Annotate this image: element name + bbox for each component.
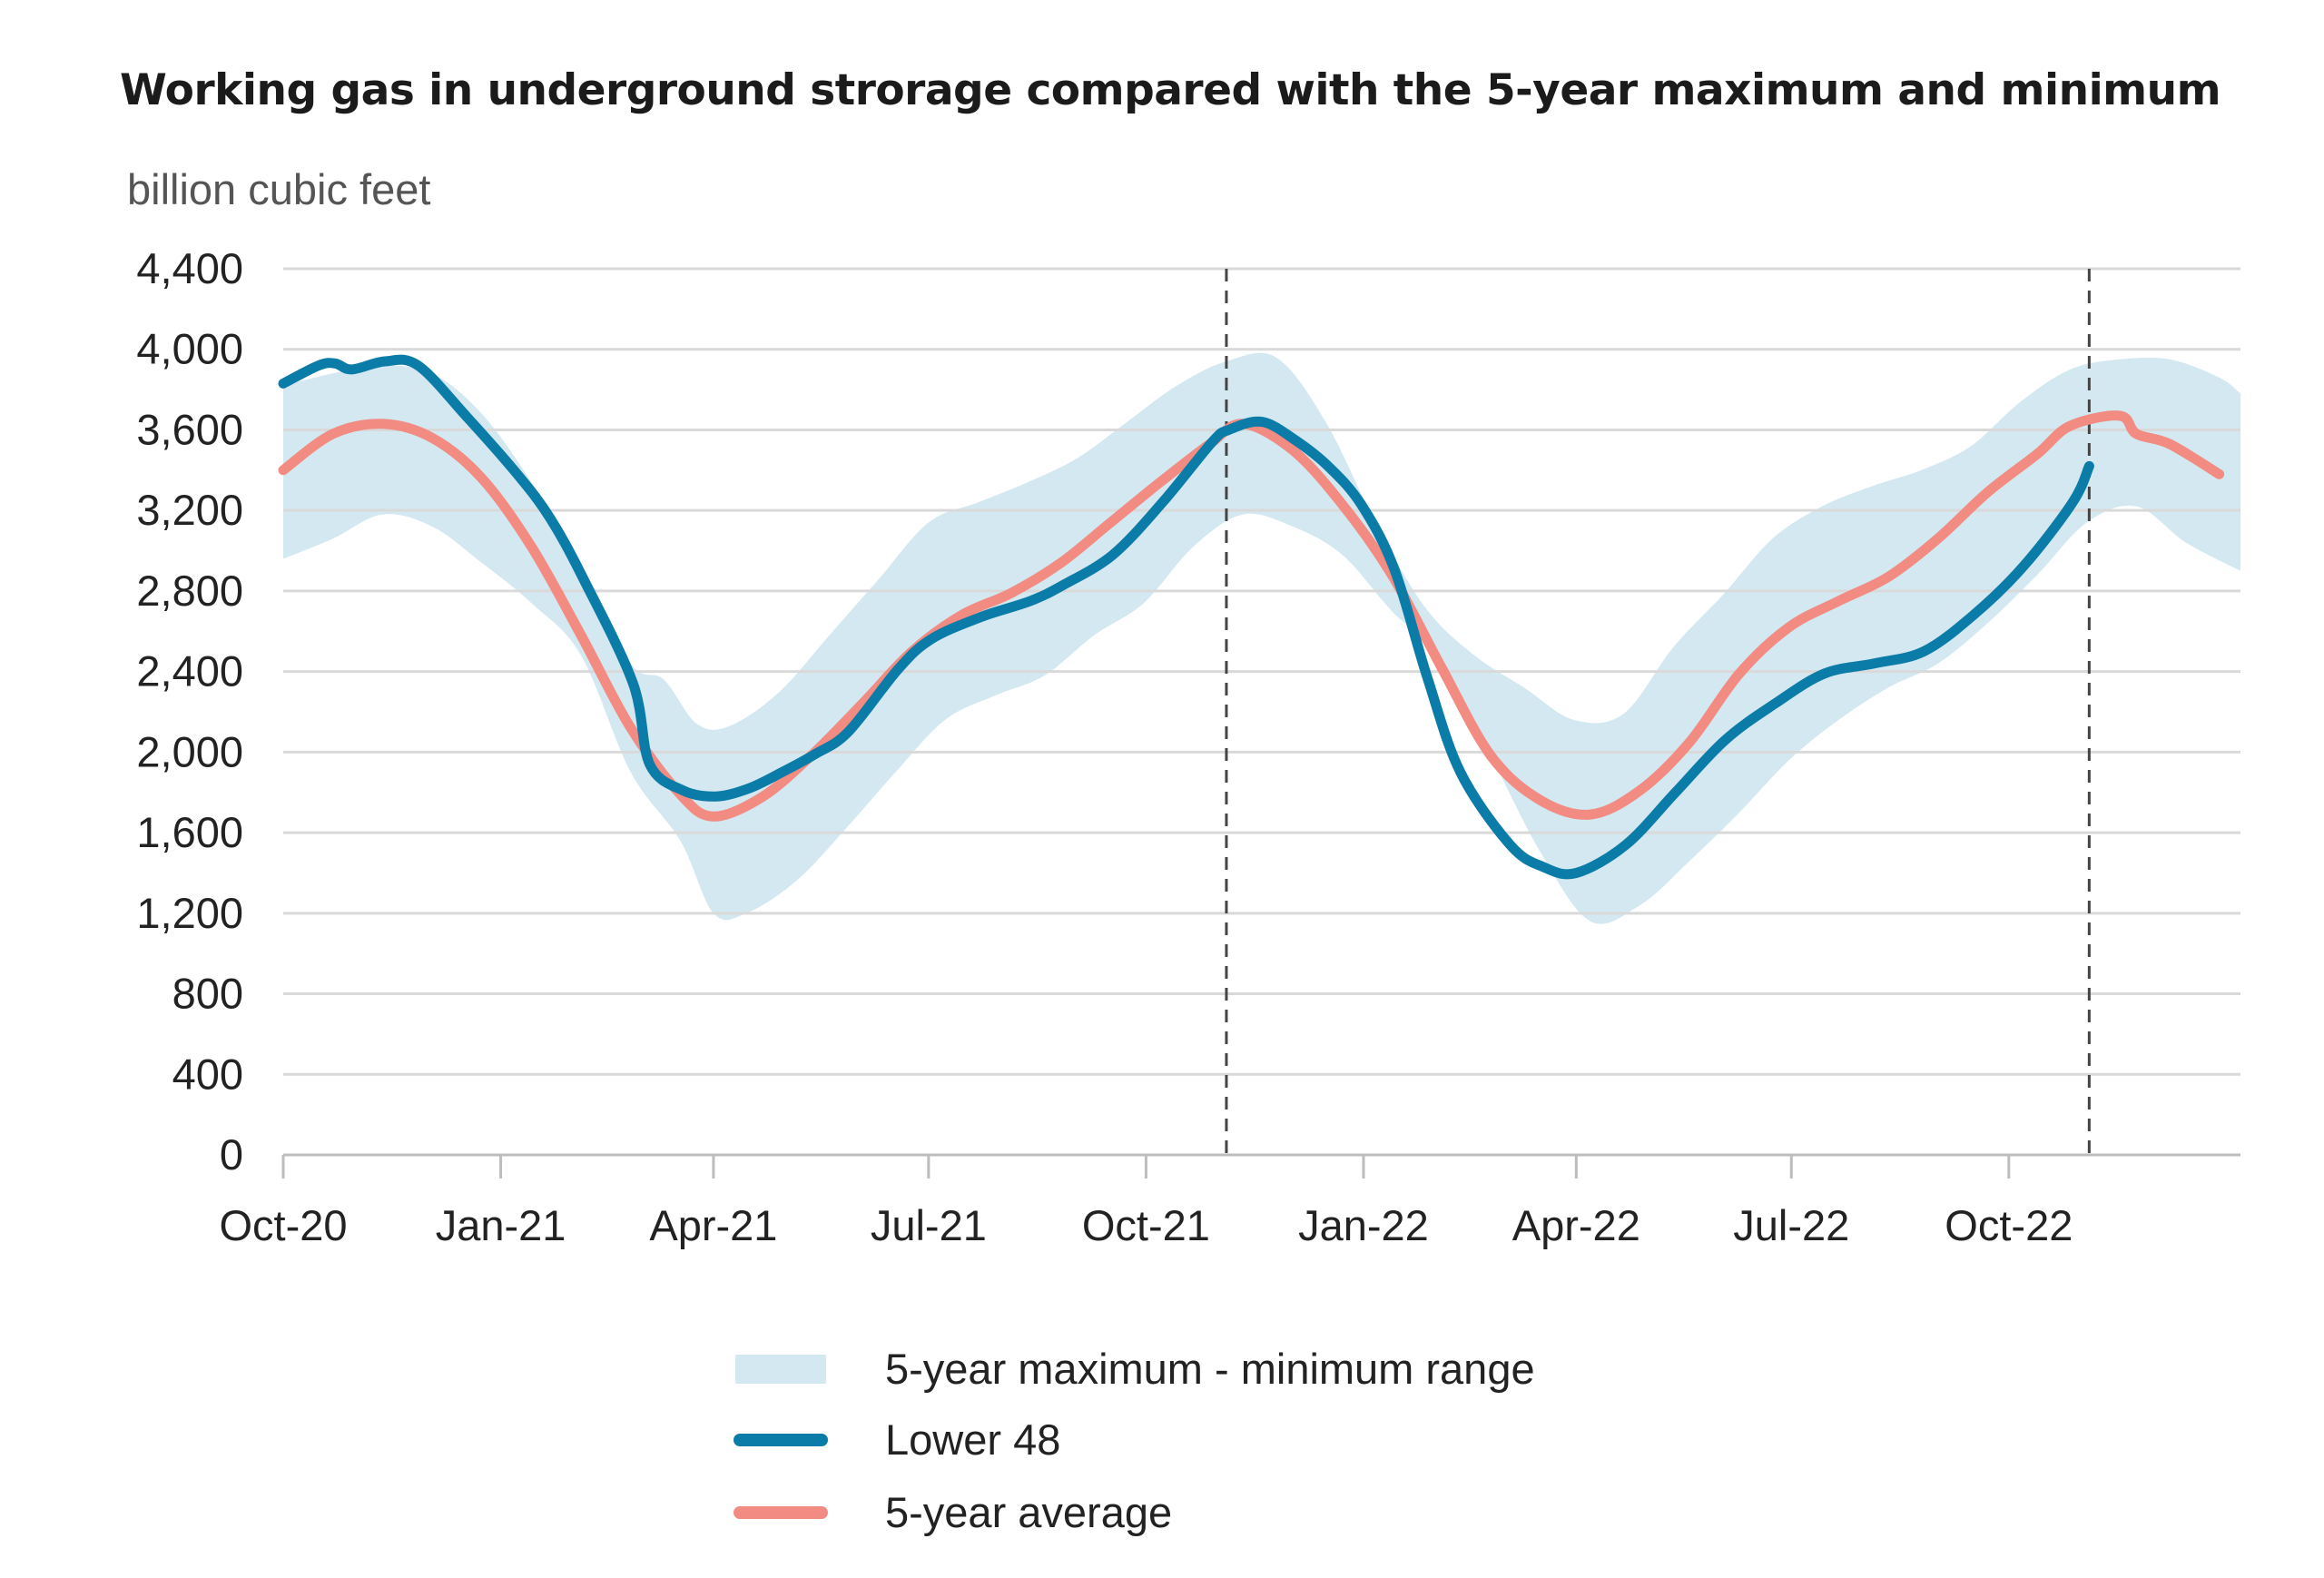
y-tick-label: 2,400 bbox=[136, 647, 243, 695]
y-tick-label: 1,600 bbox=[136, 808, 243, 856]
y-tick-label: 3,600 bbox=[136, 405, 243, 453]
y-tick-label: 800 bbox=[172, 970, 243, 1018]
legend-label-5-year-average: 5-year average bbox=[885, 1488, 1172, 1536]
y-tick-label: 4,000 bbox=[136, 325, 243, 373]
x-tick-label: Jan-21 bbox=[436, 1201, 566, 1249]
series-line-5-year-average bbox=[278, 410, 2225, 822]
x-axis bbox=[281, 1153, 2240, 1179]
y-tick-label: 3,200 bbox=[136, 486, 243, 534]
legend: 5-year maximum - minimum range Lower 48 5-… bbox=[734, 1345, 1535, 1536]
chart-title: Working gas in underground strorage comp… bbox=[120, 65, 2221, 115]
x-tick-label: Oct-21 bbox=[1082, 1201, 1210, 1249]
series-line-lower-48 bbox=[278, 354, 2094, 880]
x-tick-label: Apr-21 bbox=[649, 1201, 777, 1249]
y-tick-labels: 0 400 800 1,200 1,600 2,000 2,400 2,800 3,200 3,6… bbox=[136, 244, 243, 1179]
y-tick-label: 1,200 bbox=[136, 889, 243, 937]
legend-label-lower-48: Lower 48 bbox=[885, 1415, 1060, 1464]
gridlines bbox=[283, 267, 2240, 1076]
x-tick-label: Oct-20 bbox=[219, 1201, 347, 1249]
y-tick-label: 2,000 bbox=[136, 727, 243, 775]
y-tick-label: 2,800 bbox=[136, 567, 243, 615]
legend-swatch-range bbox=[735, 1355, 826, 1384]
vertical-markers bbox=[1225, 269, 2091, 1155]
x-tick-label: Apr-22 bbox=[1512, 1201, 1640, 1249]
x-tick-label: Jul-22 bbox=[1733, 1201, 1849, 1249]
x-tick-labels: Oct-20 Jan-21 Apr-21 Jul-21 Oct-21 Jan-22 Apr-… bbox=[219, 1201, 2073, 1249]
legend-label-range: 5-year maximum - minimum range bbox=[885, 1345, 1535, 1393]
x-tick-label: Oct-22 bbox=[1945, 1201, 2073, 1249]
y-axis-unit-label: billion cubic feet bbox=[127, 165, 430, 213]
y-tick-label: 4,400 bbox=[136, 244, 243, 292]
y-tick-label: 0 bbox=[220, 1130, 243, 1179]
x-tick-label: Jan-22 bbox=[1298, 1201, 1429, 1249]
series-lines bbox=[278, 354, 2225, 880]
x-tick-label: Jul-21 bbox=[871, 1201, 987, 1249]
y-tick-label: 400 bbox=[172, 1050, 243, 1098]
